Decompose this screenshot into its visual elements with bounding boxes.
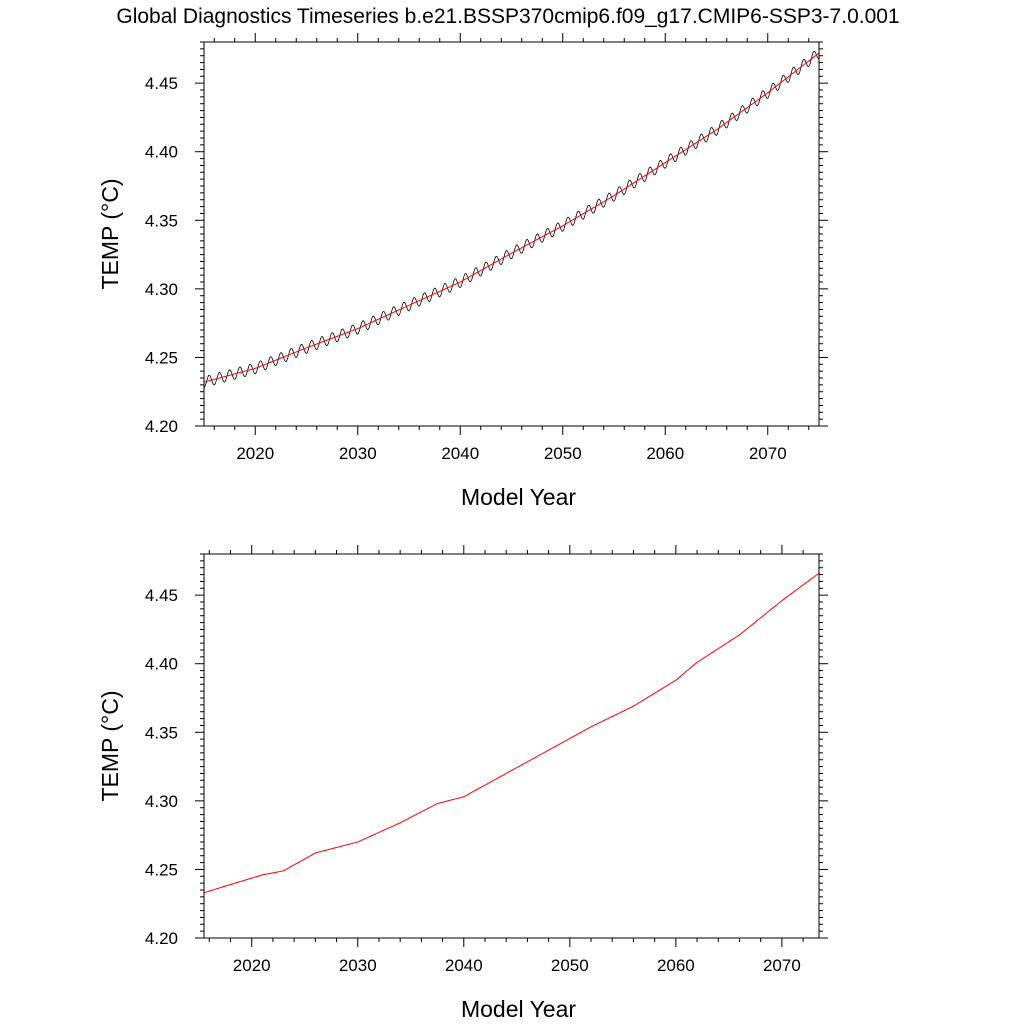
y-tick-label: 4.30 [145, 792, 178, 811]
y-tick-label: 4.25 [145, 348, 178, 367]
y-axis-title: TEMP (°C) [97, 179, 123, 290]
y-tick-label: 4.45 [145, 74, 178, 93]
x-tick-label: 2050 [551, 956, 589, 975]
x-tick-label: 2030 [339, 956, 377, 975]
x-axis-title: Model Year [461, 996, 576, 1022]
series-line-2-1 [204, 572, 819, 894]
series-line-1-2 [204, 52, 819, 383]
y-tick-label: 4.20 [145, 417, 178, 436]
y-tick-label: 4.45 [145, 586, 178, 605]
y-tick-label: 4.20 [145, 929, 178, 948]
y-tick-label: 4.25 [145, 860, 178, 879]
chart-panel-2: 2020 2030 2040 2050 2060 2070 4.20 4.25 4.30 4.35… [97, 545, 828, 1022]
x-tick-label: 2040 [441, 444, 479, 463]
y-axis-title: TEMP (°C) [97, 691, 123, 802]
y-tick-label: 4.40 [145, 655, 178, 674]
x-tick-label: 2060 [646, 444, 684, 463]
x-tick-label: 2060 [657, 956, 695, 975]
x-tick-label: 2070 [749, 444, 787, 463]
plot-frame [203, 41, 820, 427]
x-tick-label: 2030 [339, 444, 377, 463]
y-tick-label: 4.35 [145, 723, 178, 742]
x-tick-label: 2040 [445, 956, 483, 975]
y-tick-label: 4.30 [145, 280, 178, 299]
x-tick-label: 2020 [233, 956, 271, 975]
x-tick-label: 2020 [236, 444, 274, 463]
page-title: Global Diagnostics Timeseries b.e21.BSSP… [116, 5, 899, 28]
plot-frame [203, 553, 820, 939]
chart-panel-1: 2020 2030 2040 2050 2060 2070 4.20 4.25 4.30 4.35… [97, 33, 828, 510]
y-tick-label: 4.35 [145, 211, 178, 230]
series-line-1-1 [204, 50, 819, 388]
x-tick-label: 2050 [544, 444, 582, 463]
x-tick-label: 2070 [763, 956, 801, 975]
x-axis-title: Model Year [461, 484, 576, 510]
y-tick-label: 4.40 [145, 143, 178, 162]
